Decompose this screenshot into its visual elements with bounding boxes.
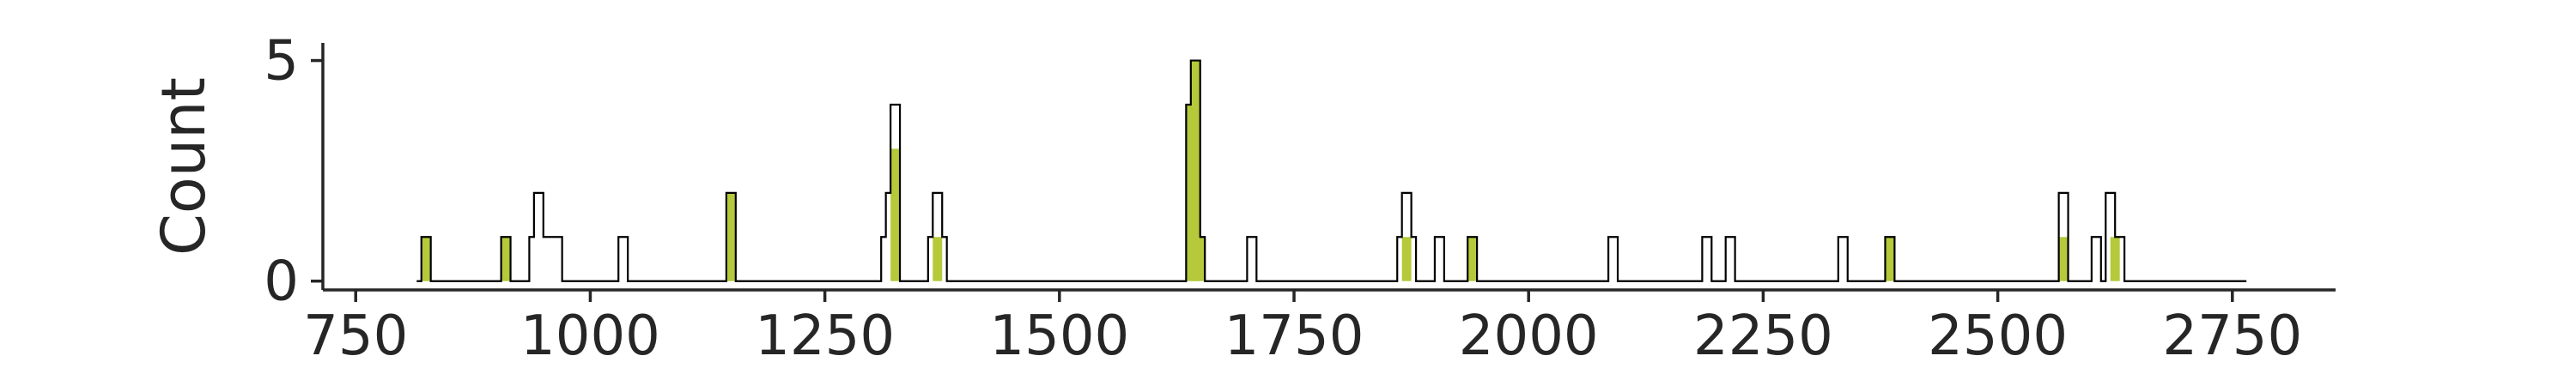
y-axis-ticks: 05	[264, 30, 323, 314]
x-tick-label: 2750	[2162, 305, 2302, 368]
x-tick-label: 1500	[989, 305, 1129, 368]
histogram-bar	[1195, 237, 1206, 281]
histogram-bar	[1190, 60, 1200, 281]
histogram-bar	[1467, 237, 1478, 281]
histogram-bar	[726, 192, 736, 281]
x-tick-label: 2000	[1459, 305, 1599, 368]
x-tick-label: 2250	[1693, 305, 1833, 368]
x-tick-label: 1750	[1224, 305, 1364, 368]
histogram-bar	[933, 237, 943, 281]
y-axis-title: Count	[149, 77, 219, 256]
histogram-bar	[890, 148, 901, 281]
histogram-bar	[2058, 237, 2069, 281]
x-tick-label: 2500	[1928, 305, 2068, 368]
x-tick-label: 1000	[520, 305, 660, 368]
histogram-bar	[421, 237, 431, 281]
y-tick-label: 5	[264, 30, 299, 93]
x-tick-label: 750	[303, 305, 408, 368]
histogram-bar	[1885, 237, 1895, 281]
x-axis-ticks: 750 1000 1250 1500 1750 2000 2250 2500 2750	[303, 290, 2302, 368]
outline-series	[416, 59, 2247, 282]
y-tick-label: 0	[264, 250, 299, 314]
histogram-bar	[1401, 237, 1412, 281]
filled-series	[421, 60, 2120, 281]
histogram-bar	[2110, 237, 2120, 281]
histogram-bar	[501, 237, 511, 281]
histogram-outline	[416, 59, 2247, 282]
x-tick-label: 1250	[755, 305, 895, 368]
